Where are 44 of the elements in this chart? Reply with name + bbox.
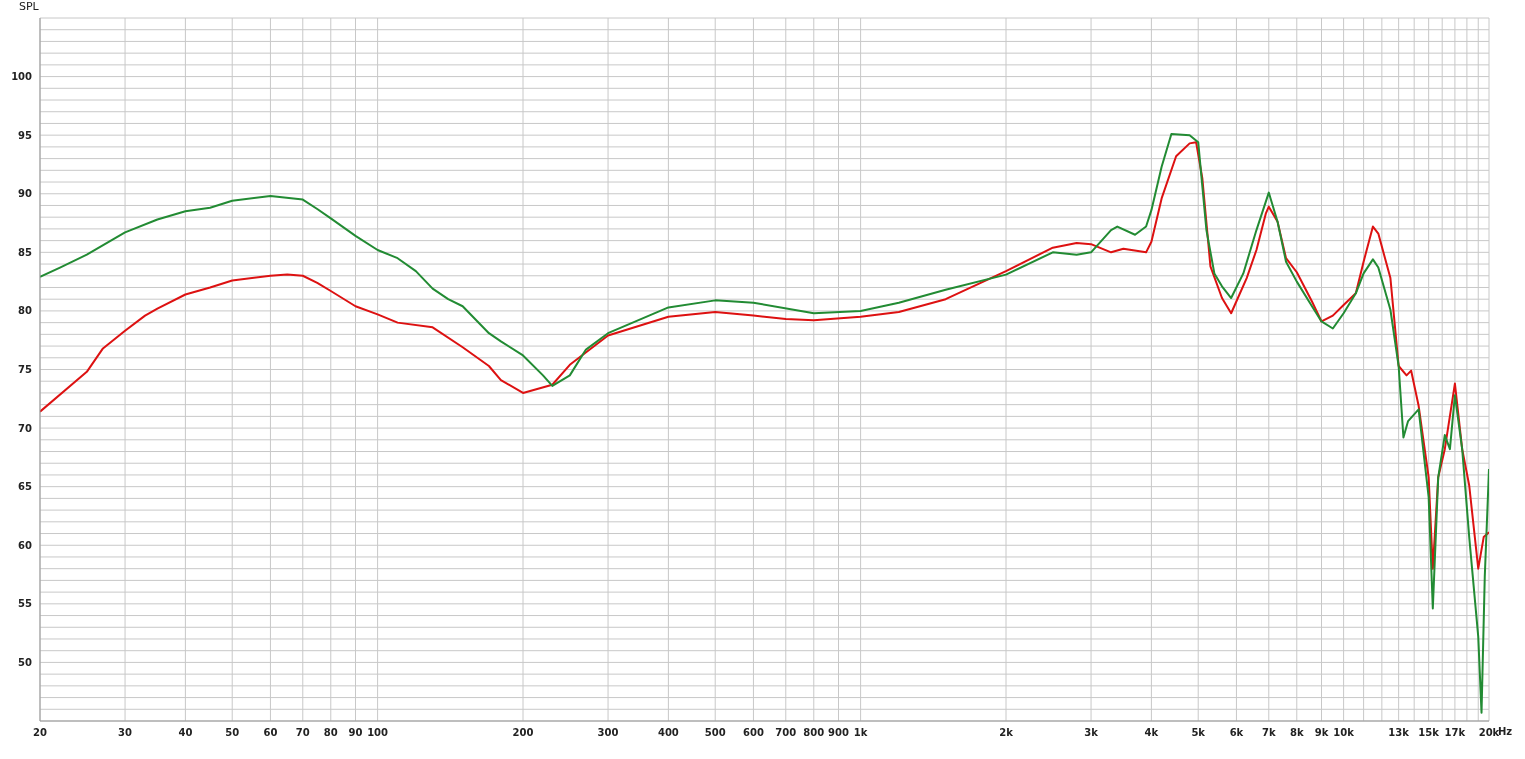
- y-tick-label: 85: [18, 246, 33, 258]
- x-tick-label: 20: [33, 727, 47, 739]
- x-tick-label: 700: [775, 727, 797, 739]
- x-tick-label: 17k: [1444, 727, 1466, 739]
- x-tick-label: 6k: [1229, 727, 1244, 739]
- x-tick-label: 100: [367, 727, 389, 739]
- x-tick-label: 13k: [1388, 727, 1410, 739]
- x-tick-label: 60: [263, 727, 278, 739]
- y-tick-label: 65: [18, 481, 33, 493]
- x-tick-label: 2k: [999, 727, 1014, 739]
- x-tick-label: 70: [295, 727, 310, 739]
- y-tick-label: 95: [18, 129, 33, 141]
- x-tick-label: 400: [657, 727, 679, 739]
- y-tick-label: 75: [18, 364, 33, 376]
- x-tick-label: 9k: [1314, 727, 1329, 739]
- x-tick-label: 15k: [1418, 727, 1440, 739]
- y-tick-label: 70: [18, 422, 33, 434]
- x-tick-label: 90: [348, 727, 363, 739]
- x-tick-label: 30: [118, 727, 133, 739]
- x-tick-label: 7k: [1261, 727, 1276, 739]
- x-tick-label: 20k: [1478, 727, 1500, 739]
- x-tick-label: 5k: [1191, 727, 1206, 739]
- x-tick-label: 800: [803, 727, 825, 739]
- y-tick-label: 55: [18, 598, 33, 610]
- y-tick-label: 100: [11, 71, 33, 83]
- x-tick-label: 40: [178, 727, 193, 739]
- x-tick-label: 10k: [1333, 727, 1355, 739]
- x-axis-title: Hz: [1498, 726, 1513, 738]
- y-axis-title: SPL: [19, 0, 39, 13]
- x-tick-label: 3k: [1084, 727, 1099, 739]
- y-tick-label: 60: [18, 539, 33, 551]
- x-tick-label: 200: [512, 727, 534, 739]
- x-tick-label: 300: [597, 727, 619, 739]
- x-tick-label: 50: [225, 727, 240, 739]
- y-tick-label: 80: [18, 305, 33, 317]
- x-tick-label: 8k: [1289, 727, 1304, 739]
- x-tick-label: 80: [323, 727, 338, 739]
- x-tick-label: 1k: [853, 727, 868, 739]
- x-tick-label: 900: [828, 727, 849, 739]
- x-tick-label: 4k: [1144, 727, 1159, 739]
- x-tick-label: 600: [743, 727, 764, 739]
- y-tick-label: 50: [18, 656, 33, 668]
- y-tick-label: 90: [18, 188, 33, 200]
- x-tick-label: 500: [704, 727, 726, 739]
